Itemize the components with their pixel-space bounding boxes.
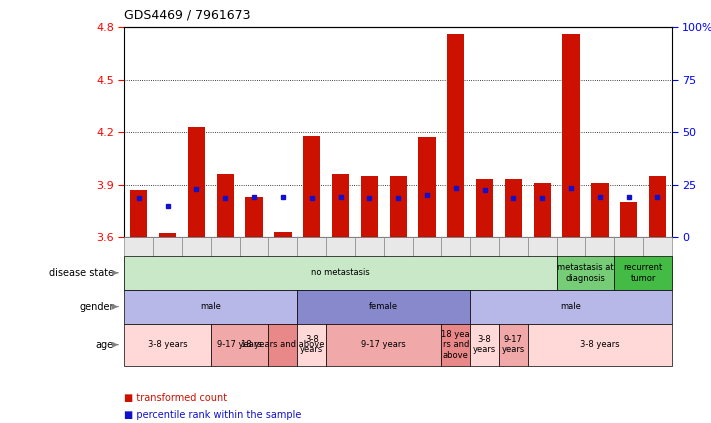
Text: 9-17
years: 9-17 years: [502, 335, 525, 354]
Text: male: male: [560, 302, 582, 311]
Bar: [533, 183, 551, 237]
Text: 18 years and above: 18 years and above: [241, 340, 325, 349]
Bar: [418, 137, 436, 237]
Text: ■ transformed count: ■ transformed count: [124, 393, 228, 403]
Bar: [303, 136, 321, 237]
Text: 3-8
years: 3-8 years: [473, 335, 496, 354]
Text: 3-8 years: 3-8 years: [148, 340, 188, 349]
Bar: [649, 176, 666, 237]
Text: disease state: disease state: [48, 268, 114, 278]
Text: age: age: [96, 340, 114, 350]
Bar: [476, 179, 493, 237]
Text: 3-8
years: 3-8 years: [300, 335, 324, 354]
Bar: [562, 35, 579, 237]
Bar: [360, 176, 378, 237]
Text: no metastasis: no metastasis: [311, 268, 370, 277]
Text: recurrent
tumor: recurrent tumor: [624, 263, 663, 283]
Bar: [274, 232, 292, 237]
Bar: [159, 233, 176, 237]
Text: 9-17 years: 9-17 years: [361, 340, 406, 349]
Bar: [188, 127, 205, 237]
Text: 9-17 years: 9-17 years: [218, 340, 262, 349]
Text: metastasis at
diagnosis: metastasis at diagnosis: [557, 263, 614, 283]
Text: ■ percentile rank within the sample: ■ percentile rank within the sample: [124, 409, 301, 420]
Text: 18 yea
rs and
above: 18 yea rs and above: [442, 330, 470, 360]
Bar: [505, 179, 522, 237]
Text: female: female: [369, 302, 398, 311]
Text: gender: gender: [79, 302, 114, 312]
Bar: [447, 35, 464, 237]
Bar: [245, 197, 263, 237]
Text: GDS4469 / 7961673: GDS4469 / 7961673: [124, 8, 251, 21]
Text: male: male: [201, 302, 221, 311]
Bar: [592, 183, 609, 237]
Bar: [130, 190, 147, 237]
Bar: [390, 176, 407, 237]
Bar: [332, 174, 349, 237]
Bar: [217, 174, 234, 237]
Bar: [620, 202, 637, 237]
Text: 3-8 years: 3-8 years: [580, 340, 620, 349]
